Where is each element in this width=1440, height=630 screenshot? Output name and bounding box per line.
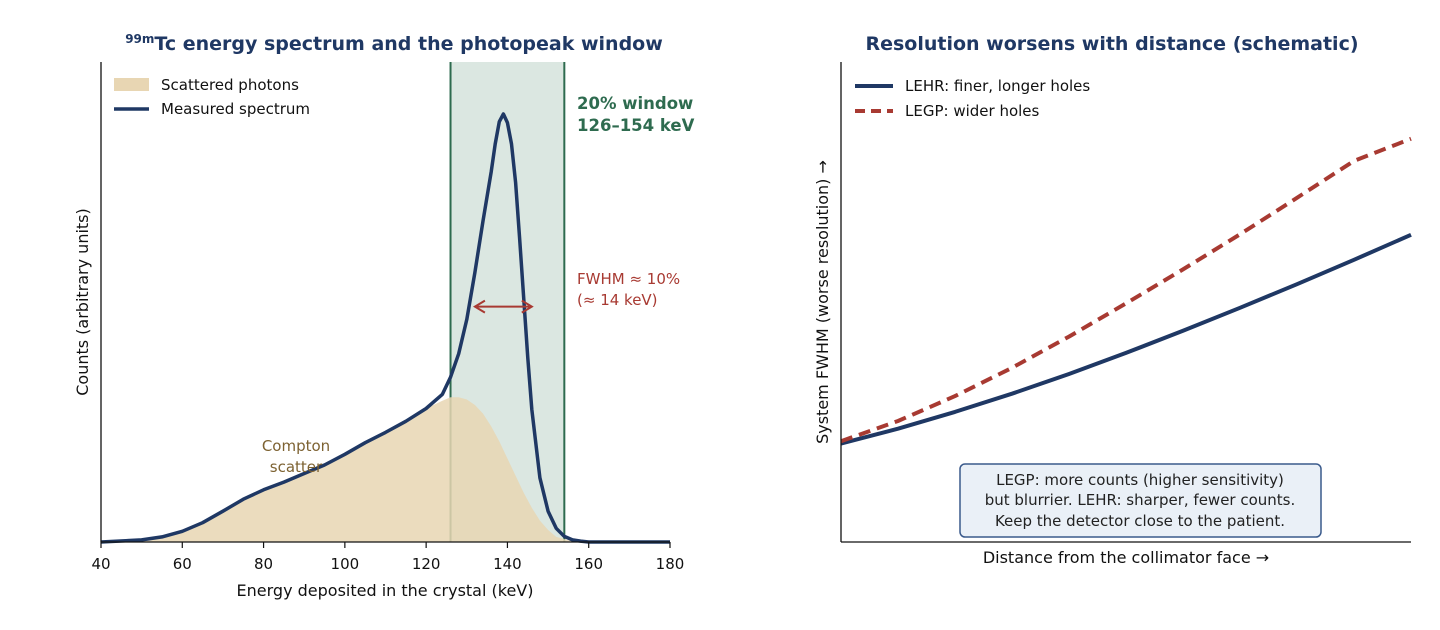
chart-title-right: Resolution worsens with distance (schema… [865,33,1358,55]
x-tick-label: 40 [91,555,110,573]
window-label-line2: 126–154 keV [577,116,695,135]
fwhm-label-line1: FWHM ≈ 10% [577,270,680,288]
fwhm-arrow [472,299,534,314]
legend-label-lehr: LEHR: finer, longer holes [905,77,1090,95]
note-line-2: but blurrier. LEHR: sharper, fewer count… [985,491,1296,509]
y-axis-label-right: System FWHM (worse resolution) → [813,160,832,444]
legend-label-scatter: Scattered photons [161,76,299,94]
scatter-area [101,397,589,542]
lehr-line [840,232,1412,446]
spectrum-chart: 99mTc energy spectrum and the photopeak … [73,32,695,600]
x-tick-label: 160 [574,555,603,573]
x-tick-label: 80 [254,555,273,573]
x-tick-label: 180 [656,555,685,573]
resolution-lines [840,136,1412,446]
x-tick-label: 60 [173,555,192,573]
x-tick-label: 100 [331,555,360,573]
compton-label-line2: scatter [270,458,323,476]
y-axis-label: Counts (arbitrary units) [73,208,92,396]
window-label-line1: 20% window [577,94,693,113]
title-superscript: 99m [125,32,154,46]
compton-label-line1: Compton [262,437,330,455]
spectrum-line [100,112,670,544]
x-tick-label: 140 [493,555,522,573]
fwhm-arrow-head-left [472,299,486,314]
note-box-frame [959,463,1322,538]
legend-label-spectrum: Measured spectrum [161,100,310,118]
legend-swatch-scatter [114,78,149,91]
legend: Scattered photons Measured spectrum [114,76,310,118]
x-ticks: 40 60 80 100 120 140 160 180 [91,542,684,573]
title-main: Tc energy spectrum and the photopeak win… [154,33,662,55]
note-line-1: LEGP: more counts (higher sensitivity) [996,471,1284,489]
measured-spectrum-line [100,112,670,544]
x-axis-label-right: Distance from the collimator face → [983,548,1269,567]
legp-line [840,136,1412,444]
resolution-chart: Resolution worsens with distance (schema… [813,33,1412,567]
legend-label-legp: LEGP: wider holes [905,102,1040,120]
chart-title: 99mTc energy spectrum and the photopeak … [125,32,663,55]
note-line-3: Keep the detector close to the patient. [995,512,1285,530]
fwhm-label-line2: (≈ 14 keV) [577,291,658,309]
x-axis-label: Energy deposited in the crystal (keV) [237,581,534,600]
note-box: LEGP: more counts (higher sensitivity) b… [959,463,1322,538]
legend-right: LEHR: finer, longer holes LEGP: wider ho… [855,77,1090,120]
scatter-area-fill [101,397,589,542]
fwhm-arrow-head-right [521,299,534,314]
x-tick-label: 120 [412,555,441,573]
